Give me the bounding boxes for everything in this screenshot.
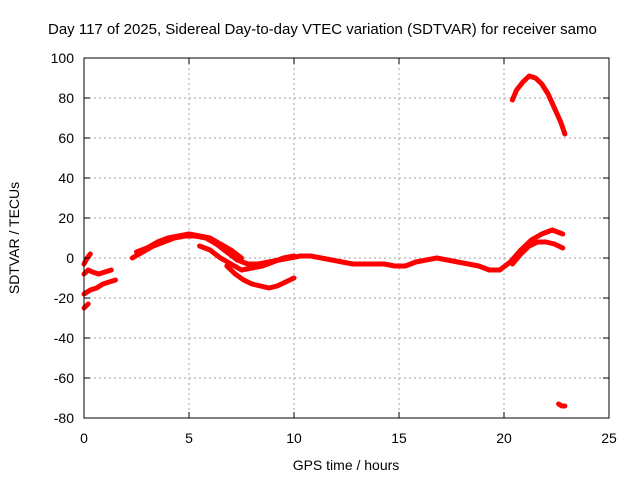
y-tick-labels: -80 -60 -40 -20 0 20 40 60 80 100 xyxy=(51,50,75,426)
x-tick-label: 0 xyxy=(80,430,88,446)
y-tick-label: 80 xyxy=(58,90,74,106)
x-axis-label: GPS time / hours xyxy=(293,457,400,473)
y-tick-label: 20 xyxy=(58,210,74,226)
y-tick-label: 40 xyxy=(58,170,74,186)
series-arc-early-low xyxy=(81,277,118,297)
series-group xyxy=(81,73,568,409)
series-arc-early-spike xyxy=(81,251,93,267)
chart-title: Day 117 of 2025, Sidereal Day-to-day VTE… xyxy=(48,21,597,38)
y-tick-label: -60 xyxy=(54,370,74,386)
series-arc-low-blip xyxy=(556,401,568,409)
series-arc-day-upper xyxy=(134,231,244,261)
x-tick-label: 25 xyxy=(601,430,617,446)
series-arc-midday-dip xyxy=(224,263,297,291)
axis-ticks xyxy=(83,57,610,419)
series-arc-early-dip xyxy=(81,301,91,311)
x-tick-label: 5 xyxy=(185,430,193,446)
y-tick-label: 0 xyxy=(66,250,74,266)
series-arc-early-mid xyxy=(81,267,114,277)
y-tick-label: -20 xyxy=(54,290,74,306)
plot-frame xyxy=(83,57,610,419)
series-arc-evening xyxy=(509,239,566,267)
y-axis-label: SDTVAR / TECUs xyxy=(6,182,22,294)
y-tick-label: -40 xyxy=(54,330,74,346)
y-tick-label: 60 xyxy=(58,130,74,146)
y-tick-label: -80 xyxy=(54,410,74,426)
x-tick-labels: 0 5 10 15 20 25 xyxy=(80,430,617,446)
y-tick-label: 100 xyxy=(51,50,75,66)
x-tick-label: 10 xyxy=(286,430,302,446)
x-tick-label: 15 xyxy=(391,430,407,446)
series-arc-morning-dip xyxy=(197,243,297,273)
x-tick-label: 20 xyxy=(496,430,512,446)
series-arc-high-dome xyxy=(509,73,568,137)
